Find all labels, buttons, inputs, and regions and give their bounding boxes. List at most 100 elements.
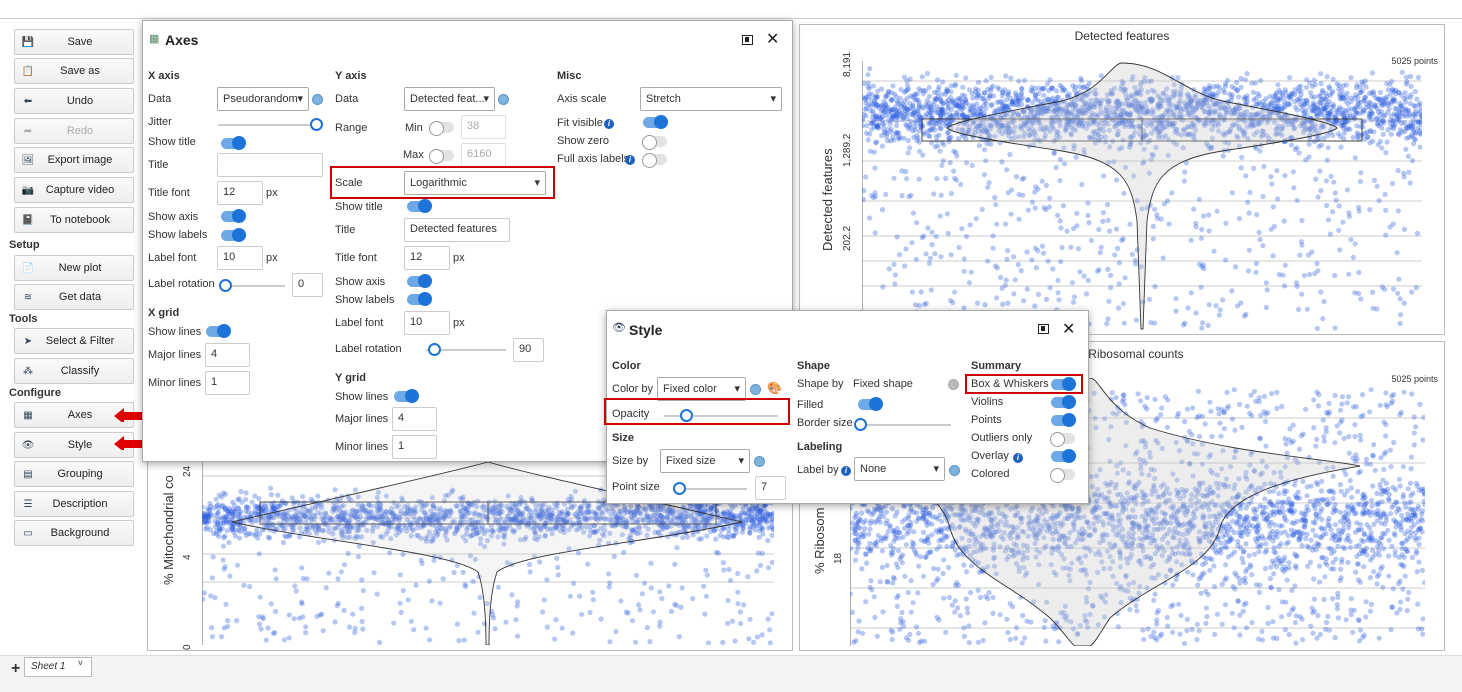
- y-max-input[interactable]: 6160: [461, 143, 506, 167]
- size-heading: Size: [612, 432, 635, 444]
- button-label: Get data: [58, 291, 102, 303]
- border-size-slider[interactable]: [859, 424, 951, 426]
- get-data-button[interactable]: ≋ Get data: [14, 284, 134, 310]
- y-label-font-input[interactable]: 10: [404, 311, 450, 335]
- y-title-font-input[interactable]: 12: [404, 246, 450, 270]
- y-show-title-toggle[interactable]: [407, 199, 432, 213]
- point-size-knob[interactable]: [673, 482, 686, 495]
- size-by-select[interactable]: Fixed size: [660, 449, 750, 473]
- summary-toggle[interactable]: [1051, 413, 1076, 427]
- close-icon[interactable]: ✕: [766, 31, 780, 48]
- info-icon[interactable]: i: [604, 119, 614, 129]
- color-dot-icon[interactable]: [750, 384, 761, 395]
- add-sheet-icon[interactable]: +: [11, 660, 21, 677]
- summary-item-label: Outliers only: [971, 432, 1033, 444]
- x-title-input[interactable]: [217, 153, 323, 177]
- x-data-select[interactable]: Pseudorandom: [217, 87, 309, 111]
- palette-icon[interactable]: 🎨: [767, 381, 782, 395]
- y-min-input[interactable]: 38: [461, 115, 506, 139]
- y-grid-show-lines-toggle[interactable]: [394, 389, 419, 403]
- opacity-slider[interactable]: [664, 415, 778, 417]
- axis-scale-select[interactable]: Stretch: [640, 87, 782, 111]
- close-icon[interactable]: ✕: [1062, 321, 1076, 338]
- export-image-button[interactable]: 🖼 Export image: [14, 147, 134, 173]
- filled-toggle[interactable]: [858, 397, 883, 411]
- summary-toggle[interactable]: [1050, 468, 1075, 483]
- axes-button[interactable]: ▦ Axes: [14, 402, 134, 428]
- summary-toggle[interactable]: [1051, 449, 1076, 463]
- y-minor-lines-input[interactable]: 1: [392, 435, 437, 459]
- x-rotation-knob[interactable]: [219, 279, 232, 292]
- show-zero-toggle[interactable]: [642, 135, 667, 150]
- opacity-knob[interactable]: [680, 409, 693, 422]
- plot-area[interactable]: [202, 462, 774, 645]
- background-button[interactable]: ▭ Background: [14, 520, 134, 546]
- save-as-button[interactable]: 📋 Save as: [14, 58, 134, 84]
- summary-toggle[interactable]: [1050, 432, 1075, 447]
- dock-icon[interactable]: [1038, 324, 1049, 334]
- x-minor-lines-input[interactable]: 1: [205, 371, 250, 395]
- y-show-axis-toggle[interactable]: [407, 274, 432, 288]
- label-dot-icon[interactable]: [949, 465, 960, 476]
- select-filter-button[interactable]: ➤ Select & Filter: [14, 328, 134, 354]
- x-show-axis-toggle[interactable]: [221, 209, 246, 223]
- x-label-font-input[interactable]: 10: [217, 246, 263, 270]
- x-show-title-toggle[interactable]: [221, 136, 246, 150]
- size-dot-icon[interactable]: [754, 456, 765, 467]
- y-rotation-knob[interactable]: [428, 343, 441, 356]
- x-major-lines-input[interactable]: 4: [205, 343, 250, 367]
- x-data-dot-icon[interactable]: [312, 94, 323, 105]
- label-by-label: Label by: [797, 464, 839, 476]
- chevron-down-icon[interactable]: ˅: [77, 658, 83, 668]
- grouping-button[interactable]: ▤ Grouping: [14, 461, 134, 487]
- y-max-toggle[interactable]: [429, 149, 454, 164]
- y-major-lines-input[interactable]: 4: [392, 407, 437, 431]
- full-axis-labels-toggle[interactable]: [642, 153, 667, 168]
- x-grid-show-lines-toggle[interactable]: [206, 324, 231, 338]
- plot-mitochondrial[interactable]: % Mitochondrial co 24 4 0: [147, 440, 793, 651]
- border-size-knob[interactable]: [854, 418, 867, 431]
- sheet-tab[interactable]: Sheet 1 ˅: [24, 657, 92, 677]
- x-title-font-input[interactable]: 12: [217, 181, 263, 205]
- point-size-input[interactable]: 7: [755, 476, 786, 500]
- redo-button[interactable]: ➦ Redo: [14, 118, 134, 144]
- info-icon[interactable]: i: [841, 466, 851, 476]
- plot-detected-features[interactable]: Detected features 5025 points Detected f…: [799, 24, 1445, 335]
- classify-button[interactable]: ⁂ Classify: [14, 358, 134, 384]
- y-data-dot-icon[interactable]: [498, 94, 509, 105]
- fit-visible-toggle[interactable]: [643, 115, 668, 129]
- y-rotation-slider[interactable]: [426, 349, 506, 351]
- label-by-select[interactable]: None: [854, 457, 945, 481]
- x-rotation-input[interactable]: 0: [292, 273, 323, 297]
- style-button[interactable]: 👁 Style: [14, 432, 134, 458]
- plot-area[interactable]: [862, 61, 1422, 331]
- save-button[interactable]: 💾 Save: [14, 29, 134, 55]
- to-notebook-button[interactable]: 📓 To notebook: [14, 207, 134, 233]
- capture-video-button[interactable]: 📷 Capture video: [14, 177, 134, 203]
- y-show-labels-toggle[interactable]: [407, 292, 432, 306]
- x-show-labels-toggle[interactable]: [221, 228, 246, 242]
- shape-by-value[interactable]: Fixed shape: [853, 378, 913, 390]
- jitter-slider[interactable]: [218, 124, 314, 126]
- jitter-knob[interactable]: [310, 118, 323, 131]
- shape-dot-icon[interactable]: [948, 379, 959, 390]
- info-icon[interactable]: i: [1013, 453, 1023, 463]
- button-label: Save: [67, 36, 93, 48]
- y-data-select[interactable]: Detected feat...: [404, 87, 495, 111]
- undo-icon: ⬅: [23, 95, 33, 107]
- summary-toggle[interactable]: [1051, 377, 1076, 391]
- color-by-select[interactable]: Fixed color: [657, 377, 746, 401]
- y-rotation-input[interactable]: 90: [513, 338, 544, 362]
- y-scale-select[interactable]: Logarithmic: [404, 171, 546, 195]
- cursor-icon: ➤: [23, 335, 33, 347]
- y-title-input[interactable]: Detected features: [404, 218, 510, 242]
- dock-icon[interactable]: [742, 35, 753, 45]
- summary-toggle[interactable]: [1051, 395, 1076, 409]
- new-plot-button[interactable]: 📄 New plot: [14, 255, 134, 281]
- undo-button[interactable]: ⬅ Undo: [14, 88, 134, 114]
- y-min-toggle[interactable]: [429, 121, 454, 136]
- point-size-slider[interactable]: [673, 488, 747, 490]
- description-button[interactable]: ☰ Description: [14, 491, 134, 517]
- x-rotation-slider[interactable]: [223, 285, 285, 287]
- info-icon[interactable]: i: [625, 155, 635, 165]
